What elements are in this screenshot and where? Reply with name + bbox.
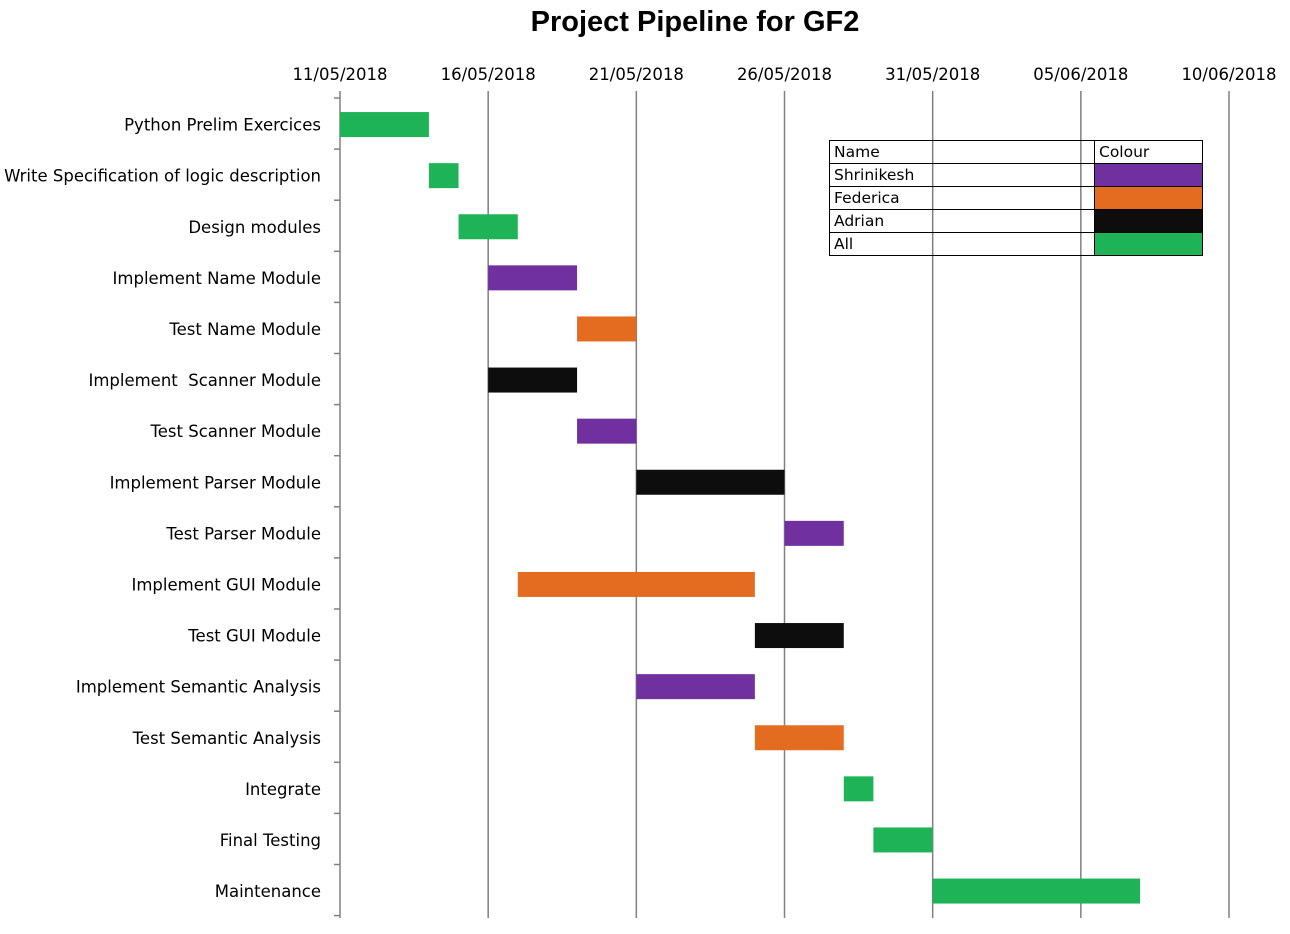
legend-color-swatch (1094, 163, 1203, 187)
task-label: Test Parser Module (165, 524, 321, 543)
legend-row: Adrian (829, 209, 1203, 233)
task-bar (754, 725, 844, 751)
task-label: Test Name Module (168, 320, 321, 339)
x-tick-label: 21/05/2018 (589, 65, 684, 84)
legend-header-colour: Colour (1094, 140, 1203, 164)
legend-color-swatch (1094, 186, 1203, 210)
task-bar (784, 520, 844, 546)
task-label: Final Testing (220, 831, 321, 850)
task-label: Implement Scanner Module (88, 371, 321, 390)
task-label: Implement Parser Module (110, 473, 321, 492)
task-labels: Python Prelim Exercices Write Specificati… (4, 116, 322, 901)
legend-table: Name Colour Shrinikesh Federica Adrian All (829, 140, 1203, 256)
x-tick-label: 05/06/2018 (1033, 65, 1128, 84)
legend-entry-name: Adrian (829, 209, 1095, 233)
task-label: Write Specification of logic description (4, 167, 321, 186)
x-tick-label: 16/05/2018 (441, 65, 536, 84)
task-label: Implement Name Module (113, 269, 321, 288)
task-bars (340, 112, 1141, 904)
task-label: Implement Semantic Analysis (76, 678, 321, 697)
task-bar (517, 571, 755, 597)
task-bar (932, 878, 1141, 904)
task-label: Implement GUI Module (131, 575, 321, 594)
task-bar (428, 163, 459, 189)
task-bar (754, 623, 844, 649)
task-label: Maintenance (215, 882, 321, 901)
task-bar (873, 827, 933, 853)
x-tick-labels: 11/05/2018 16/05/2018 21/05/2018 26/05/2018… (292, 65, 1276, 84)
legend-entry-name: Federica (829, 186, 1095, 210)
task-bar (636, 674, 755, 700)
x-tick-label: 11/05/2018 (292, 65, 387, 84)
task-bar (488, 367, 578, 393)
legend-row: Shrinikesh (829, 163, 1203, 187)
task-bar (340, 112, 429, 138)
task-label: Integrate (245, 780, 321, 799)
legend-color-swatch (1094, 209, 1203, 233)
legend-row: All (829, 232, 1203, 256)
task-label: Design modules (188, 218, 321, 237)
task-bar (577, 418, 637, 444)
x-tick-label: 10/06/2018 (1181, 65, 1276, 84)
legend-entry-name: Shrinikesh (829, 163, 1095, 187)
task-label: Python Prelim Exercices (124, 116, 321, 135)
task-bar (636, 469, 785, 495)
legend-color-swatch (1094, 232, 1203, 256)
task-label: Test Semantic Analysis (132, 729, 321, 748)
task-bar (458, 214, 518, 240)
legend-header-name: Name (829, 140, 1095, 164)
x-tick-label: 26/05/2018 (737, 65, 832, 84)
legend-entry-name: All (829, 232, 1095, 256)
task-bar (577, 316, 637, 342)
task-bar (843, 776, 874, 802)
task-label: Test GUI Module (187, 627, 321, 646)
x-tick-label: 31/05/2018 (885, 65, 980, 84)
legend-row: Federica (829, 186, 1203, 210)
chart-title: Project Pipeline for GF2 (530, 6, 860, 38)
task-bar (488, 265, 578, 291)
legend-header-row: Name Colour (829, 140, 1203, 164)
task-label: Test Scanner Module (150, 422, 322, 441)
